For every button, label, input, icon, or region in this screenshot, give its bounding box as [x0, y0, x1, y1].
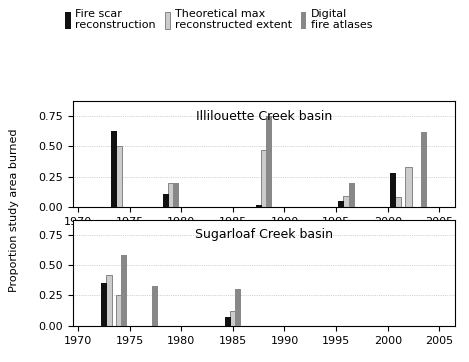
Bar: [421, 132, 427, 207]
Bar: [168, 183, 174, 207]
Bar: [225, 317, 231, 326]
Bar: [163, 194, 169, 207]
Legend: Fire scar
reconstruction, Theoretical max
reconstructed extent, Digital
fire atl: Fire scar reconstruction, Theoretical ma…: [62, 5, 376, 34]
Bar: [116, 146, 122, 207]
Bar: [235, 289, 241, 326]
Bar: [390, 173, 396, 207]
Bar: [173, 183, 179, 207]
Bar: [338, 201, 344, 207]
Bar: [348, 183, 355, 207]
Bar: [395, 198, 401, 207]
Bar: [121, 255, 128, 326]
Bar: [152, 286, 159, 326]
Bar: [261, 150, 267, 207]
Bar: [405, 167, 411, 207]
Bar: [266, 116, 272, 207]
Bar: [116, 295, 122, 326]
Text: Illilouette Creek basin: Illilouette Creek basin: [196, 110, 332, 123]
Bar: [100, 283, 107, 326]
Text: Proportion study area burned: Proportion study area burned: [9, 128, 19, 292]
Bar: [111, 131, 117, 207]
Bar: [343, 196, 349, 207]
Bar: [230, 311, 236, 326]
Bar: [256, 205, 262, 207]
Bar: [106, 275, 112, 326]
Text: Sugarloaf Creek basin: Sugarloaf Creek basin: [195, 228, 333, 241]
